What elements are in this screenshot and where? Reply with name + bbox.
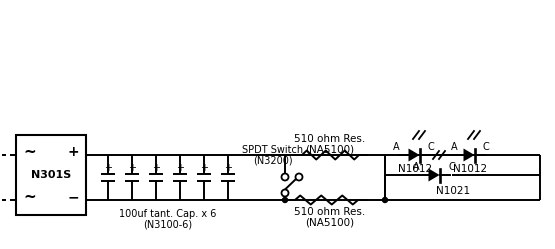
Text: +: +: [104, 163, 112, 173]
Text: A: A: [413, 162, 420, 172]
Text: N1021: N1021: [436, 186, 470, 196]
Text: (NA5100): (NA5100): [305, 217, 355, 227]
Text: (NA5100): (NA5100): [305, 144, 355, 154]
Text: +: +: [152, 163, 160, 173]
Text: A: A: [393, 142, 399, 152]
Circle shape: [382, 197, 387, 202]
Text: −: −: [67, 190, 79, 204]
Text: +: +: [224, 163, 232, 173]
Text: ~: ~: [24, 144, 37, 160]
Text: C: C: [427, 142, 435, 152]
Text: 100uf tant. Cap. x 6: 100uf tant. Cap. x 6: [119, 209, 216, 219]
Polygon shape: [463, 148, 475, 162]
Text: N1012: N1012: [453, 164, 487, 174]
Text: 510 ohm Res.: 510 ohm Res.: [294, 207, 366, 217]
Text: C: C: [448, 162, 455, 172]
Text: +: +: [176, 163, 184, 173]
Text: +: +: [67, 145, 79, 159]
Text: A: A: [451, 142, 457, 152]
Text: ~: ~: [24, 189, 37, 204]
Text: N301S: N301S: [31, 170, 71, 180]
Text: C: C: [483, 142, 490, 152]
Text: N1012: N1012: [398, 164, 432, 174]
Text: (N3200): (N3200): [253, 155, 293, 165]
Text: +: +: [200, 163, 208, 173]
Polygon shape: [408, 148, 420, 162]
Text: +: +: [128, 163, 136, 173]
Text: SPDT Switch: SPDT Switch: [243, 145, 304, 155]
Text: 510 ohm Res.: 510 ohm Res.: [294, 134, 366, 144]
Polygon shape: [428, 169, 440, 182]
Bar: [16, 135, 86, 215]
Text: (N3100-6): (N3100-6): [143, 219, 193, 229]
Circle shape: [282, 197, 287, 202]
